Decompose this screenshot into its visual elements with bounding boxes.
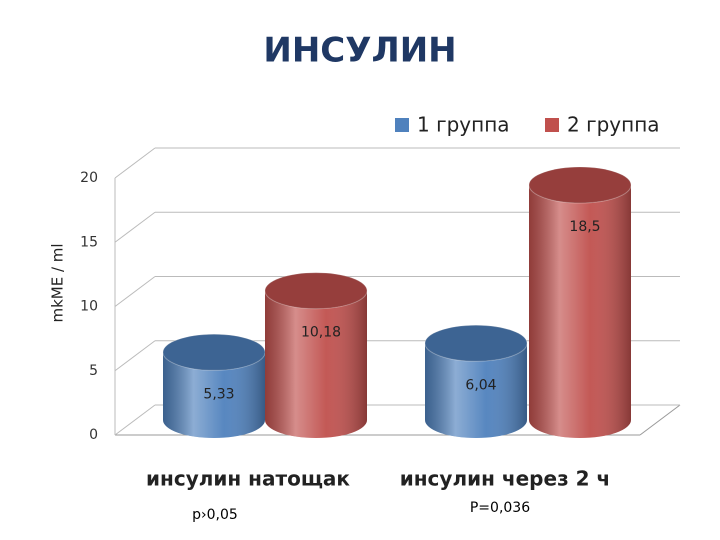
grid-line [114, 147, 156, 179]
y-tick-label: 20 [80, 170, 98, 186]
cylinder-top-shade [425, 325, 527, 362]
cylinder-top-shade [529, 167, 631, 204]
bar-shading [529, 185, 631, 438]
cylinder-top [264, 272, 368, 310]
bars: 5,33 6,04 10,18 18,5 [162, 166, 632, 438]
data-label: 6,04 [465, 377, 496, 393]
y-tick-label: 0 [89, 427, 98, 443]
grid-line [114, 211, 156, 243]
y-axis-label: mkME / ml [49, 243, 67, 322]
y-tick-label: 10 [80, 299, 98, 315]
legend-swatch [395, 118, 409, 132]
x-tick-label: инсулин через 2 ч [400, 467, 611, 491]
cylinder-top [424, 324, 528, 362]
data-label: 18,5 [569, 219, 600, 235]
legend-label: 1 группа [417, 113, 510, 137]
x-tick-label: инсулин натощак [146, 467, 350, 491]
bar-shading [425, 343, 527, 438]
data-label: 10,18 [301, 325, 341, 341]
chart-title: ИНСУЛИН [263, 31, 456, 71]
grid-line [114, 404, 156, 436]
data-label: 5,33 [203, 386, 234, 402]
cylinder-top [528, 166, 632, 204]
cylinder-top-shade [265, 272, 367, 309]
grid-line [114, 276, 156, 307]
legend-swatch [545, 118, 559, 132]
cylinder-top-shade [163, 334, 265, 371]
bar-shading [163, 352, 265, 438]
annotation: p›0,05 [192, 507, 238, 523]
annotation: P=0,036 [470, 500, 530, 516]
bar-shading [265, 290, 367, 438]
y-tick-label: 5 [89, 363, 98, 379]
legend-label: 2 группа [567, 113, 660, 137]
grid-line [114, 340, 156, 372]
y-tick-label: 15 [80, 234, 98, 250]
floor-right [639, 404, 681, 436]
